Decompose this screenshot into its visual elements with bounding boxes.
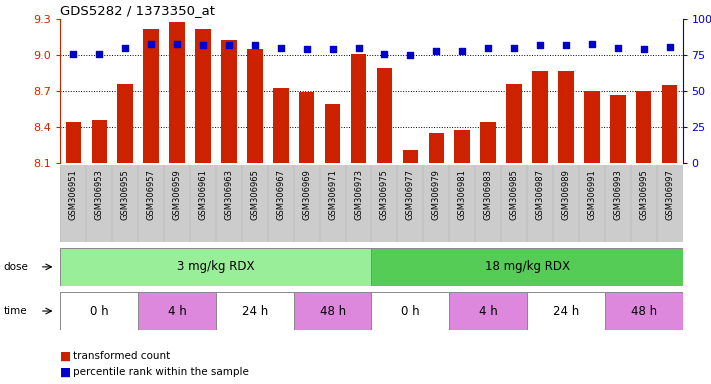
Point	[249, 42, 260, 48]
Text: dose: dose	[4, 262, 28, 272]
Bar	[506, 84, 522, 163]
Text: GSM306987: GSM306987	[535, 169, 545, 220]
Bar	[481, 122, 496, 163]
Bar	[60, 248, 371, 286]
Text: 0 h: 0 h	[90, 305, 109, 318]
Bar	[117, 84, 133, 163]
Bar	[429, 133, 444, 163]
Text: GSM306997: GSM306997	[665, 169, 674, 220]
Text: GSM306977: GSM306977	[406, 169, 415, 220]
Point	[146, 41, 157, 47]
Point	[560, 42, 572, 48]
Point	[94, 51, 105, 57]
Point	[223, 42, 235, 48]
Text: 24 h: 24 h	[242, 305, 268, 318]
Point	[171, 41, 183, 47]
Bar	[351, 54, 366, 163]
Bar	[65, 122, 81, 163]
Bar	[60, 292, 138, 330]
Point	[456, 48, 468, 54]
Text: GSM306965: GSM306965	[250, 169, 260, 220]
Bar	[610, 95, 626, 163]
Text: percentile rank within the sample: percentile rank within the sample	[73, 367, 248, 377]
Text: GSM306979: GSM306979	[432, 169, 441, 220]
Text: 24 h: 24 h	[552, 305, 579, 318]
Text: ■: ■	[60, 350, 72, 363]
Bar	[377, 68, 392, 163]
Bar	[558, 71, 574, 163]
Text: GSM306981: GSM306981	[458, 169, 466, 220]
Bar	[247, 49, 262, 163]
Bar	[221, 40, 237, 163]
Point	[612, 45, 624, 51]
Text: GSM306991: GSM306991	[587, 169, 597, 220]
Bar	[325, 104, 341, 163]
Text: GSM306969: GSM306969	[302, 169, 311, 220]
Bar	[662, 85, 678, 163]
Text: GSM306983: GSM306983	[483, 169, 493, 220]
Text: GDS5282 / 1373350_at: GDS5282 / 1373350_at	[60, 3, 215, 17]
Bar	[138, 292, 216, 330]
Point	[327, 46, 338, 53]
Text: GSM306963: GSM306963	[225, 169, 233, 220]
Text: GSM306973: GSM306973	[354, 169, 363, 220]
Text: time: time	[4, 306, 27, 316]
Point	[508, 45, 520, 51]
Point	[198, 42, 209, 48]
Point	[119, 45, 131, 51]
Text: GSM306967: GSM306967	[277, 169, 285, 220]
Point	[664, 43, 675, 50]
Bar	[454, 129, 470, 163]
Point	[68, 51, 79, 57]
Text: GSM306993: GSM306993	[614, 169, 622, 220]
Text: GSM306955: GSM306955	[121, 169, 129, 220]
Text: 3 mg/kg RDX: 3 mg/kg RDX	[177, 260, 255, 273]
Point	[301, 46, 312, 53]
Point	[353, 45, 364, 51]
Bar	[169, 22, 185, 163]
Point	[483, 45, 494, 51]
Text: transformed count: transformed count	[73, 351, 170, 361]
Text: GSM306989: GSM306989	[562, 169, 570, 220]
Text: 4 h: 4 h	[479, 305, 498, 318]
Bar	[196, 29, 210, 163]
Bar	[533, 71, 547, 163]
Text: 48 h: 48 h	[319, 305, 346, 318]
Bar	[402, 150, 418, 163]
Text: GSM306995: GSM306995	[639, 169, 648, 220]
Text: 18 mg/kg RDX: 18 mg/kg RDX	[484, 260, 570, 273]
Text: 48 h: 48 h	[631, 305, 657, 318]
Bar	[527, 292, 605, 330]
Bar	[273, 88, 289, 163]
Bar	[216, 292, 294, 330]
Text: ■: ■	[60, 366, 72, 379]
Bar	[92, 120, 107, 163]
Point	[534, 42, 545, 48]
Bar	[636, 91, 651, 163]
Text: GSM306951: GSM306951	[69, 169, 78, 220]
Point	[586, 41, 597, 47]
Text: 0 h: 0 h	[401, 305, 419, 318]
Text: GSM306953: GSM306953	[95, 169, 104, 220]
Point	[431, 48, 442, 54]
Bar	[371, 248, 683, 286]
Point	[379, 51, 390, 57]
Bar	[371, 292, 449, 330]
Text: GSM306957: GSM306957	[146, 169, 156, 220]
Bar	[144, 29, 159, 163]
Point	[405, 52, 416, 58]
Bar	[584, 91, 599, 163]
Text: 4 h: 4 h	[168, 305, 186, 318]
Text: GSM306961: GSM306961	[198, 169, 208, 220]
Text: GSM306959: GSM306959	[173, 169, 181, 220]
Bar	[449, 292, 527, 330]
Text: GSM306985: GSM306985	[510, 169, 518, 220]
Bar	[294, 292, 371, 330]
Bar	[605, 292, 683, 330]
Point	[275, 45, 287, 51]
Text: GSM306971: GSM306971	[328, 169, 337, 220]
Bar	[299, 93, 314, 163]
Point	[638, 46, 649, 53]
Text: GSM306975: GSM306975	[380, 169, 389, 220]
